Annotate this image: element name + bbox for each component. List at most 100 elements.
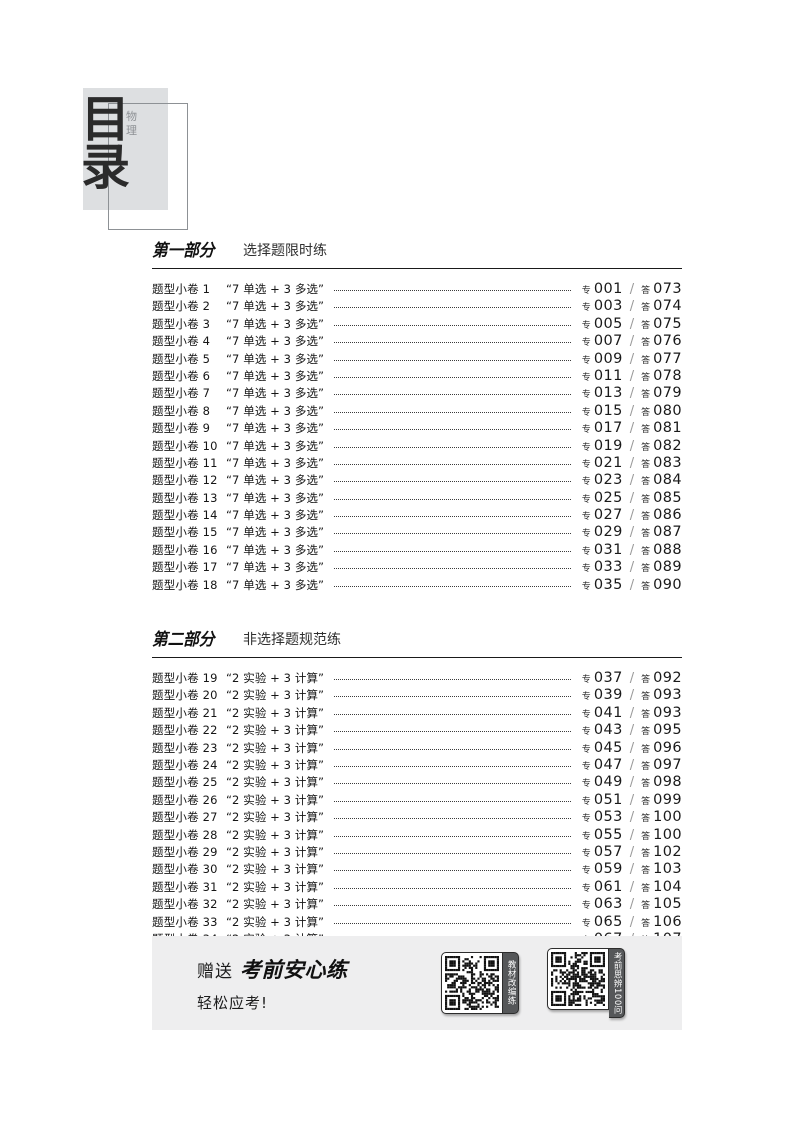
toc-row[interactable]: 题型小卷 27 “2 实验 + 3 计算” 专 053 / 答 100 [152, 809, 682, 826]
answer-page-number: 097 [653, 756, 682, 773]
answer-page-tag: 答 [641, 494, 651, 505]
answer-page-tag: 答 [641, 477, 651, 488]
toc-row[interactable]: 题型小卷 5 “7 单选 + 3 多选” 专 009 / 答 077 [152, 351, 682, 368]
toc-row-label: 题型小卷 27 [152, 810, 218, 825]
answer-page-number: 093 [653, 687, 682, 704]
toc-row-label: 题型小卷 33 [152, 914, 218, 929]
toc-row[interactable]: 题型小卷 26 “2 实验 + 3 计算” 专 051 / 答 099 [152, 792, 682, 809]
toc-row[interactable]: 题型小卷 31 “2 实验 + 3 计算” 专 061 / 答 104 [152, 879, 682, 896]
toc-row[interactable]: 题型小卷 22 “2 实验 + 3 计算” 专 043 / 答 095 [152, 722, 682, 739]
toc-row[interactable]: 题型小卷 30 “2 实验 + 3 计算” 专 059 / 答 103 [152, 861, 682, 878]
special-page-tag: 专 [581, 529, 591, 540]
special-page-tag: 专 [581, 512, 591, 523]
section-name-part-one: 选择题限时练 [243, 243, 327, 259]
qr-code-icon[interactable] [441, 951, 503, 1014]
toc-row-label: 题型小卷 26 [152, 792, 218, 807]
toc-row-label: 题型小卷 23 [152, 740, 218, 755]
answer-page-tag: 答 [641, 425, 651, 436]
toc-row[interactable]: 题型小卷 19 “2 实验 + 3 计算” 专 037 / 答 092 [152, 670, 682, 687]
special-page-number: 003 [593, 298, 623, 315]
toc-row[interactable]: 题型小卷 18 “7 单选 + 3 多选” 专 035 / 答 090 [152, 577, 682, 594]
toc-dot-leader [334, 359, 571, 361]
toc-dot-leader [334, 550, 571, 552]
toc-page-numbers: 专 025 / 答 085 [578, 490, 682, 506]
toc-dot-leader [334, 498, 571, 500]
special-page-tag: 专 [581, 459, 591, 470]
toc-row-label: 题型小卷 16 [152, 542, 218, 557]
toc-row-label: 题型小卷 24 [152, 757, 218, 772]
special-page-tag: 专 [581, 320, 591, 331]
toc-row[interactable]: 题型小卷 28 “2 实验 + 3 计算” 专 055 / 答 100 [152, 827, 682, 844]
toc-row[interactable]: 题型小卷 10 “7 单选 + 3 多选” 专 019 / 答 082 [152, 438, 682, 455]
toc-row[interactable]: 题型小卷 3 “7 单选 + 3 多选” 专 005 / 答 075 [152, 316, 682, 333]
toc-row[interactable]: 题型小卷 14 “7 单选 + 3 多选” 专 027 / 答 086 [152, 507, 682, 524]
toc-row-label: 题型小卷 17 [152, 560, 218, 575]
toc-row[interactable]: 题型小卷 8 “7 单选 + 3 多选” 专 015 / 答 080 [152, 403, 682, 420]
toc-row[interactable]: 题型小卷 33 “2 实验 + 3 计算” 专 065 / 答 106 [152, 914, 682, 931]
answer-page-number: 096 [653, 739, 682, 756]
answer-page-tag: 答 [641, 848, 651, 859]
qr-code-group: 教材改编练 考前思辨100问 [441, 947, 653, 1019]
special-page-tag: 专 [581, 425, 591, 436]
toc-row[interactable]: 题型小卷 16 “7 单选 + 3 多选” 专 031 / 答 088 [152, 542, 682, 559]
answer-page-tag: 答 [641, 727, 651, 738]
special-page-number: 047 [593, 756, 623, 773]
toc-row-title: “2 实验 + 3 计算” [226, 897, 325, 912]
toc-row[interactable]: 题型小卷 20 “2 实验 + 3 计算” 专 039 / 答 093 [152, 687, 682, 704]
toc-row-title: “2 实验 + 3 计算” [226, 810, 325, 825]
toc-row[interactable]: 题型小卷 23 “2 实验 + 3 计算” 专 045 / 答 096 [152, 740, 682, 757]
toc-row[interactable]: 题型小卷 29 “2 实验 + 3 计算” 专 057 / 答 102 [152, 844, 682, 861]
answer-page-number: 092 [653, 670, 682, 687]
special-page-number: 041 [593, 704, 623, 721]
subject-label: 物 理 [125, 110, 138, 138]
promo-headline: 赠送 考前安心练 [197, 954, 427, 984]
toc-page-numbers: 专 019 / 答 082 [578, 438, 682, 454]
toc-row[interactable]: 题型小卷 11 “7 单选 + 3 多选” 专 021 / 答 083 [152, 455, 682, 472]
special-page-number: 039 [593, 687, 623, 704]
toc-row[interactable]: 题型小卷 2 “7 单选 + 3 多选” 专 003 / 答 074 [152, 298, 682, 315]
qr-code-item[interactable]: 教材改编练 [441, 951, 519, 1014]
special-page-number: 035 [593, 576, 623, 593]
special-page-tag: 专 [581, 546, 591, 557]
toc-row[interactable]: 题型小卷 32 “2 实验 + 3 计算” 专 063 / 答 105 [152, 896, 682, 913]
toc-page-numbers: 专 049 / 答 098 [578, 774, 682, 790]
toc-row-label: 题型小卷 4 [152, 334, 211, 349]
page-separator: / [629, 299, 635, 315]
toc-row[interactable]: 题型小卷 12 “7 单选 + 3 多选” 专 023 / 答 084 [152, 472, 682, 489]
toc-row[interactable]: 题型小卷 24 “2 实验 + 3 计算” 专 047 / 答 097 [152, 757, 682, 774]
toc-dot-leader [334, 679, 571, 681]
toc-row-title: “7 单选 + 3 多选” [226, 351, 325, 366]
toc-row-label: 题型小卷 31 [152, 879, 218, 894]
toc-row-title: “2 实验 + 3 计算” [226, 879, 325, 894]
answer-page-number: 085 [653, 489, 682, 506]
toc-row-label: 题型小卷 29 [152, 844, 218, 859]
special-page-tag: 专 [581, 286, 591, 296]
toc-row[interactable]: 题型小卷 17 “7 单选 + 3 多选” 专 033 / 答 089 [152, 559, 682, 576]
special-page-tag: 专 [581, 442, 591, 453]
page-separator: / [629, 438, 635, 454]
page-separator: / [629, 577, 635, 593]
toc-row[interactable]: 题型小卷 9 “7 单选 + 3 多选” 专 017 / 答 081 [152, 420, 682, 437]
toc-dot-leader [334, 585, 571, 587]
toc-row[interactable]: 题型小卷 25 “2 实验 + 3 计算” 专 049 / 答 098 [152, 774, 682, 791]
toc-row[interactable]: 题型小卷 13 “7 单选 + 3 多选” 专 025 / 答 085 [152, 490, 682, 507]
toc-row[interactable]: 题型小卷 4 “7 单选 + 3 多选” 专 007 / 答 076 [152, 333, 682, 350]
toc-row[interactable]: 题型小卷 21 “2 实验 + 3 计算” 专 041 / 答 093 [152, 705, 682, 722]
toc-row[interactable]: 题型小卷 6 “7 单选 + 3 多选” 专 011 / 答 078 [152, 368, 682, 385]
answer-page-number: 102 [653, 843, 682, 860]
toc-row-title: “7 单选 + 3 多选” [226, 525, 325, 540]
special-page-number: 009 [593, 350, 623, 367]
toc-row[interactable]: 题型小卷 15 “7 单选 + 3 多选” 专 029 / 答 087 [152, 524, 682, 541]
answer-page-tag: 答 [641, 564, 651, 575]
special-page-number: 007 [593, 333, 623, 350]
answer-page-number: 098 [653, 774, 682, 791]
toc-row-title: “7 单选 + 3 多选” [226, 438, 325, 453]
toc-row[interactable]: 题型小卷 7 “7 单选 + 3 多选” 专 013 / 答 079 [152, 385, 682, 402]
page-separator: / [629, 542, 635, 558]
qr-code-icon[interactable] [547, 947, 609, 1010]
qr-code-item[interactable]: 考前思辨100问 [547, 947, 625, 1019]
special-page-tag: 专 [581, 407, 591, 418]
page-separator: / [629, 827, 635, 843]
answer-page-number: 099 [653, 791, 682, 808]
toc-row[interactable]: 题型小卷 1 “7 单选 + 3 多选” 专 001 / 答 073 [152, 281, 682, 298]
